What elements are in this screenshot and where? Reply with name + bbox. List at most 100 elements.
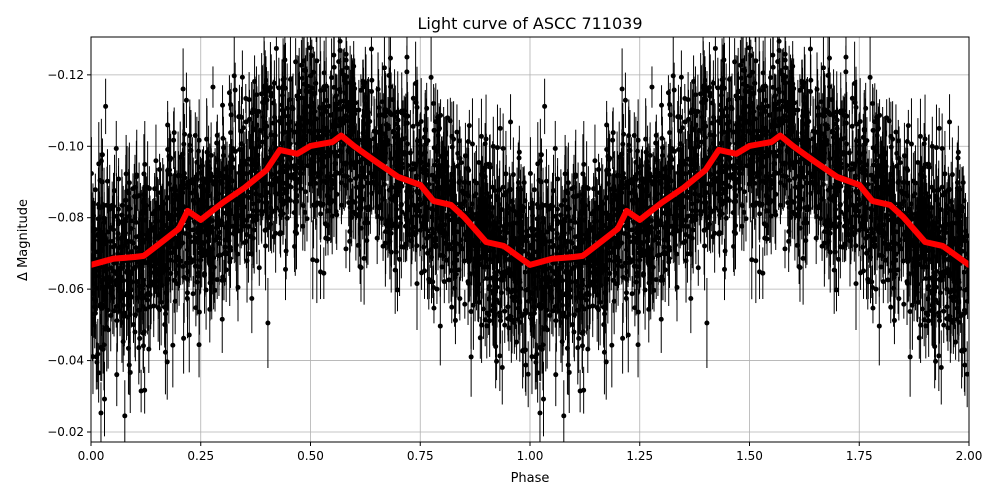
data-point bbox=[257, 144, 262, 149]
data-point bbox=[422, 200, 427, 205]
data-point bbox=[118, 274, 123, 279]
data-point bbox=[523, 238, 528, 243]
data-point bbox=[102, 203, 107, 208]
data-point bbox=[484, 265, 489, 270]
data-point bbox=[259, 91, 264, 96]
data-point bbox=[431, 306, 436, 311]
data-point bbox=[182, 275, 187, 280]
data-point bbox=[120, 235, 125, 240]
data-point bbox=[462, 302, 467, 307]
data-point bbox=[186, 182, 191, 187]
data-point bbox=[483, 174, 488, 179]
data-point bbox=[290, 106, 295, 111]
data-point bbox=[469, 309, 474, 314]
data-point bbox=[242, 240, 247, 245]
data-point bbox=[284, 189, 289, 194]
data-point bbox=[149, 264, 154, 269]
data-point bbox=[363, 205, 368, 210]
data-point bbox=[369, 46, 374, 51]
data-point bbox=[142, 162, 147, 167]
data-point bbox=[182, 132, 187, 137]
data-point bbox=[363, 175, 368, 180]
data-point bbox=[853, 281, 858, 286]
data-point bbox=[479, 134, 484, 139]
data-point bbox=[400, 210, 405, 215]
data-point bbox=[512, 240, 517, 245]
data-point bbox=[305, 120, 310, 125]
data-point bbox=[511, 288, 516, 293]
data-point bbox=[322, 87, 327, 92]
data-point bbox=[250, 159, 255, 164]
data-point bbox=[499, 278, 504, 283]
data-point bbox=[950, 172, 955, 177]
data-point bbox=[353, 200, 358, 205]
data-point bbox=[188, 148, 193, 153]
data-point bbox=[470, 201, 475, 206]
data-point bbox=[115, 303, 120, 308]
data-point bbox=[208, 275, 213, 280]
data-point bbox=[247, 97, 252, 102]
data-point bbox=[722, 267, 727, 272]
data-point bbox=[502, 323, 507, 328]
data-point bbox=[487, 162, 492, 167]
data-point bbox=[103, 104, 108, 109]
data-point bbox=[153, 158, 158, 163]
data-point bbox=[518, 286, 523, 291]
data-point bbox=[268, 214, 273, 219]
data-point bbox=[297, 177, 302, 182]
data-point bbox=[276, 191, 281, 196]
data-point bbox=[397, 160, 402, 165]
data-point bbox=[404, 55, 409, 60]
data-point bbox=[448, 185, 453, 190]
data-point bbox=[148, 228, 153, 233]
data-point bbox=[229, 154, 234, 159]
data-point bbox=[147, 186, 152, 191]
data-point bbox=[106, 327, 111, 332]
data-point bbox=[423, 127, 428, 132]
data-point bbox=[277, 179, 282, 184]
data-point bbox=[188, 255, 193, 260]
data-point bbox=[488, 194, 493, 199]
data-point bbox=[503, 236, 508, 241]
data-point bbox=[417, 209, 422, 214]
data-point bbox=[107, 275, 112, 280]
data-point bbox=[332, 65, 337, 70]
data-point bbox=[449, 305, 454, 310]
data-point bbox=[319, 105, 324, 110]
data-point bbox=[452, 194, 457, 199]
data-point bbox=[467, 123, 472, 128]
data-point bbox=[457, 296, 462, 301]
data-point bbox=[305, 27, 310, 32]
data-point bbox=[351, 81, 356, 86]
data-point bbox=[392, 111, 397, 116]
data-point bbox=[192, 201, 197, 206]
data-point bbox=[181, 336, 186, 341]
data-point bbox=[413, 232, 418, 237]
data-point bbox=[240, 75, 245, 80]
data-point bbox=[173, 188, 178, 193]
data-point bbox=[197, 264, 202, 269]
data-point bbox=[376, 87, 381, 92]
data-point bbox=[265, 321, 270, 326]
data-point bbox=[470, 142, 475, 147]
data-point bbox=[534, 352, 539, 357]
data-point bbox=[399, 111, 404, 116]
data-point bbox=[520, 349, 525, 354]
data-point bbox=[99, 230, 104, 235]
data-point bbox=[483, 141, 488, 146]
data-point bbox=[434, 287, 439, 292]
data-point bbox=[159, 283, 164, 288]
data-point bbox=[334, 102, 339, 107]
data-point bbox=[179, 259, 184, 264]
data-point bbox=[102, 397, 107, 402]
data-point bbox=[167, 181, 172, 186]
data-point bbox=[301, 203, 306, 208]
data-point bbox=[308, 73, 313, 78]
data-point bbox=[448, 118, 453, 123]
data-point bbox=[193, 236, 198, 241]
data-point bbox=[498, 229, 503, 234]
data-point bbox=[361, 81, 366, 86]
data-point bbox=[224, 175, 229, 180]
data-point bbox=[284, 248, 289, 253]
data-point bbox=[197, 342, 202, 347]
